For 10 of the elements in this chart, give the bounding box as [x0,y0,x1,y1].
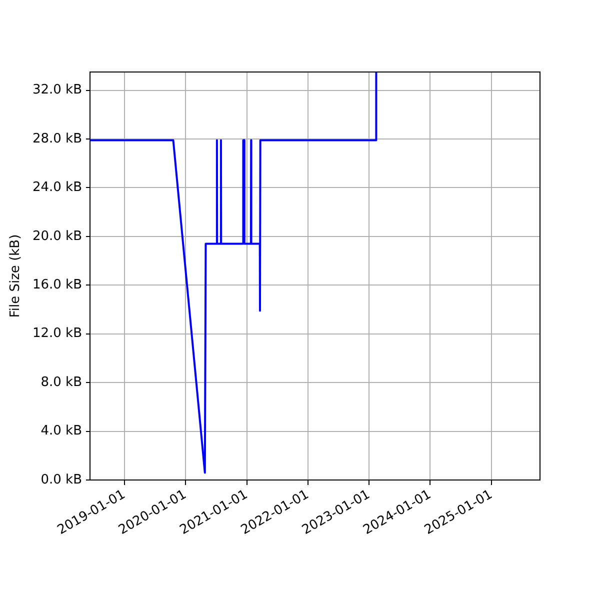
y-tick-label: 20.0 kB [32,228,82,244]
y-tick-label: 0.0 kB [40,472,82,488]
y-tick-label: 8.0 kB [40,374,82,390]
y-tick-label: 12.0 kB [32,326,82,342]
y-tick-label: 4.0 kB [40,424,82,439]
y-tick-label: 24.0 kB [32,180,82,196]
y-axis-title: File Size (kB) [8,234,24,318]
y-tick-label: 16.0 kB [32,278,82,293]
y-tick-label: 28.0 kB [32,131,82,146]
y-tick-label: 32.0 kB [32,82,82,98]
